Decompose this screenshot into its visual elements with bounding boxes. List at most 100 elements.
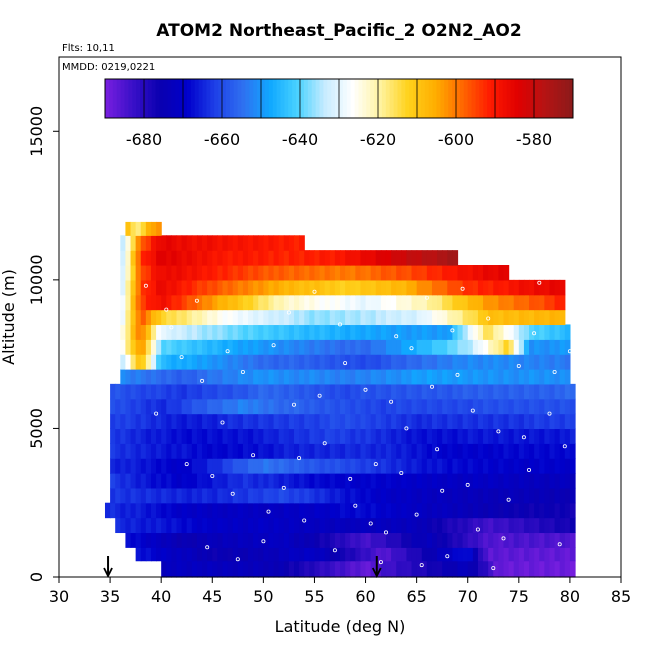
heatmap-cell: [457, 398, 464, 415]
heatmap-cell: [426, 473, 433, 489]
heatmap-cell: [329, 279, 336, 296]
heatmap-cell: [355, 487, 362, 504]
heatmap-cell: [222, 517, 229, 534]
heatmap-cell: [549, 517, 556, 534]
heatmap-cell: [304, 383, 310, 400]
heatmap-cell: [135, 383, 142, 400]
heatmap-cell: [518, 560, 525, 578]
heatmap-cell: [467, 560, 474, 578]
heatmap-cell: [227, 517, 234, 534]
heatmap-cell: [370, 517, 377, 534]
colorbar-swatch: [467, 79, 473, 118]
heatmap-cell: [467, 309, 474, 326]
heatmap-cell: [549, 428, 556, 444]
heatmap-cell: [411, 473, 418, 489]
heatmap-cell: [329, 383, 336, 400]
heatmap-cell: [299, 398, 305, 415]
heatmap-cell: [340, 428, 346, 444]
heatmap-cell: [196, 309, 203, 326]
heatmap-cell: [212, 458, 218, 474]
heatmap-cell: [462, 547, 469, 562]
heatmap-cell: [222, 250, 229, 266]
heatmap-cell: [104, 502, 111, 519]
heatmap-cell: [534, 443, 540, 459]
heatmap-cell: [334, 532, 341, 548]
heatmap-cell: [258, 383, 264, 400]
heatmap-cell: [340, 354, 346, 370]
heatmap-cell: [191, 369, 198, 385]
heatmap-cell: [294, 532, 300, 548]
heatmap-cell: [554, 517, 561, 534]
data-point: [286, 310, 291, 315]
data-point: [378, 560, 383, 565]
heatmap-cell: [191, 560, 198, 578]
heatmap-cell: [232, 487, 239, 504]
heatmap-cell: [416, 532, 423, 548]
heatmap-cell: [431, 369, 438, 385]
heatmap-cell: [396, 443, 402, 459]
heatmap-cell: [237, 235, 244, 251]
heatmap-cell: [278, 279, 285, 296]
heatmap-cell: [314, 383, 321, 400]
heatmap-cell: [365, 279, 372, 296]
heatmap-cell: [222, 487, 229, 504]
heatmap-cell: [237, 324, 244, 340]
heatmap-cell: [467, 383, 474, 400]
heatmap-cell: [385, 428, 392, 444]
heatmap-cell: [237, 369, 244, 385]
heatmap-cell: [145, 428, 152, 444]
heatmap-cell: [130, 324, 137, 340]
heatmap-cell: [299, 473, 305, 489]
heatmap-cell: [268, 235, 275, 251]
heatmap-cell: [370, 398, 377, 415]
heatmap-cell: [442, 398, 448, 415]
heatmap-cell: [421, 324, 428, 340]
heatmap-cell: [431, 560, 438, 578]
heatmap-cell: [498, 487, 505, 504]
heatmap-cell: [176, 354, 183, 370]
heatmap-cell: [401, 265, 408, 281]
heatmap-cell: [140, 383, 147, 400]
heatmap-cell: [380, 265, 387, 281]
heatmap-cell: [421, 369, 428, 385]
heatmap-cell: [442, 473, 448, 489]
heatmap-cell: [253, 443, 259, 459]
colorbar-swatch: [534, 79, 539, 118]
heatmap-cell: [181, 354, 188, 370]
heatmap-cell: [431, 517, 438, 534]
heatmap-cell: [365, 413, 372, 430]
colorbar-swatch: [190, 79, 196, 118]
colorbar-swatch: [487, 79, 492, 118]
heatmap-cell: [554, 473, 561, 489]
heatmap-cell: [396, 560, 402, 578]
colorbar-swatch: [319, 79, 324, 118]
heatmap-cell: [421, 487, 428, 504]
heatmap-cell: [431, 458, 438, 474]
heatmap-cell: [212, 517, 218, 534]
heatmap-cell: [120, 324, 127, 340]
heatmap-cell: [227, 560, 234, 578]
heatmap-cell: [217, 443, 224, 459]
heatmap-cell: [518, 487, 525, 504]
heatmap-cell: [380, 309, 387, 326]
heatmap-cell: [299, 487, 305, 504]
heatmap-cell: [380, 428, 387, 444]
heatmap-cell: [324, 250, 331, 266]
heatmap-cell: [329, 294, 336, 311]
heatmap-cell: [294, 339, 300, 355]
heatmap-cell: [483, 458, 489, 474]
data-point: [353, 503, 358, 508]
heatmap-cell: [258, 265, 264, 281]
heatmap-cell: [130, 235, 137, 251]
heatmap-cell: [523, 324, 530, 340]
heatmap-cell: [324, 369, 331, 385]
heatmap-cell: [442, 250, 448, 266]
heatmap-cell: [350, 309, 356, 326]
heatmap-cell: [375, 473, 382, 489]
heatmap-cell: [483, 339, 489, 355]
data-point: [240, 369, 245, 374]
heatmap-cell: [217, 560, 224, 578]
heatmap-cell: [472, 487, 479, 504]
heatmap-cell: [391, 294, 397, 311]
heatmap-cell: [569, 413, 576, 430]
